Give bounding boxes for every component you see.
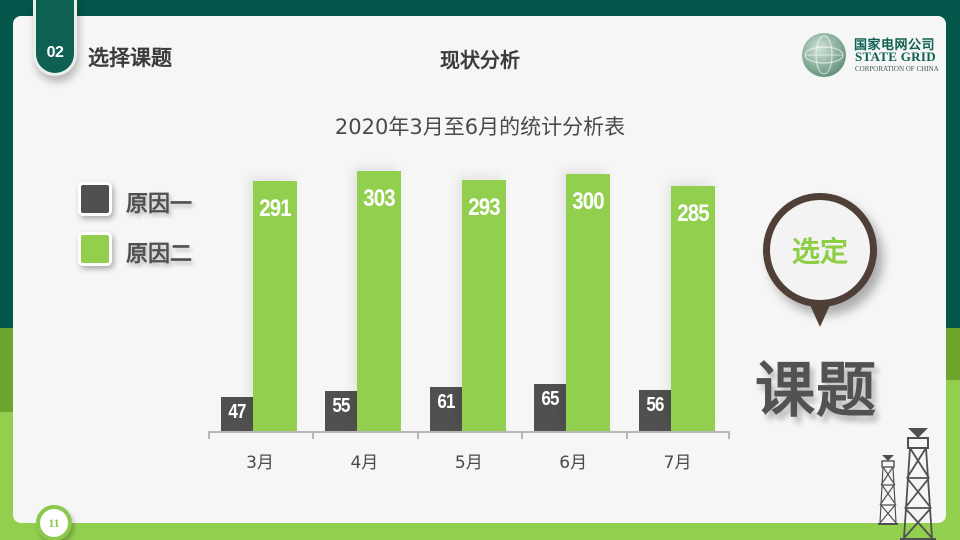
x-axis-tick xyxy=(312,431,315,439)
pin-text: 选定 xyxy=(791,235,848,268)
page-number: 11 xyxy=(48,516,60,530)
state-grid-logo: 国家电网公司 STATE GRID CORPORATION OF CHINA xyxy=(800,33,940,77)
legend-label: 原因一 xyxy=(126,192,193,217)
x-axis-tick xyxy=(208,431,210,439)
bar-value-label: 293 xyxy=(468,193,500,221)
pin-tail xyxy=(810,305,830,327)
bar-reason-1: 65 xyxy=(534,383,567,431)
x-axis-tick xyxy=(728,431,730,439)
bar-value-label: 291 xyxy=(259,195,291,223)
bar-value-label: 56 xyxy=(645,394,664,417)
section-number: 02 xyxy=(46,44,64,61)
bar-reason-2: 300 xyxy=(566,173,611,431)
x-axis-tick xyxy=(625,431,628,439)
bar-reason-2: 291 xyxy=(253,181,297,431)
bar-reason-2: 293 xyxy=(461,179,506,431)
power-tower-small-icon xyxy=(878,455,898,525)
x-axis-category-label: 7月 xyxy=(663,453,692,473)
legend-swatch-green xyxy=(78,232,112,266)
section-title: 选择课题 xyxy=(88,46,172,70)
logo-name-en: STATE GRID xyxy=(855,49,936,64)
bar-reason-1: 55 xyxy=(325,390,358,431)
bar-value-label: 300 xyxy=(572,187,604,215)
power-tower-large-icon xyxy=(900,428,936,540)
globe-icon xyxy=(802,33,846,77)
bar-value-label: 285 xyxy=(676,200,709,228)
legend-swatch-dark xyxy=(78,182,112,216)
x-axis-category-label: 3月 xyxy=(246,453,274,473)
bar-reason-1: 56 xyxy=(638,390,671,431)
bar-reason-2: 303 xyxy=(357,171,402,431)
x-axis-tick xyxy=(416,431,419,439)
x-axis-line xyxy=(208,431,730,433)
location-pin-badge: 选定 xyxy=(763,193,877,307)
logo-subtitle: CORPORATION OF CHINA xyxy=(855,65,939,73)
bar-reason-1: 47 xyxy=(221,396,253,431)
bar-chart-plot: 47 291 55 303 61 293 65 300 56 285 xyxy=(208,150,730,431)
section-tab: 02 xyxy=(33,0,77,76)
x-axis-category-label: 6月 xyxy=(559,453,588,473)
bar-value-label: 303 xyxy=(363,185,396,212)
bar-value-label: 55 xyxy=(332,394,351,417)
x-axis-category-label: 4月 xyxy=(350,453,379,473)
page-heading: 现状分析 xyxy=(440,48,520,72)
legend-label: 原因二 xyxy=(126,242,193,267)
chart-title: 2020年3月至6月的统计分析表 xyxy=(334,115,626,139)
bar-value-label: 65 xyxy=(541,387,560,410)
bar-reason-1: 61 xyxy=(429,386,462,431)
bar-value-label: 61 xyxy=(437,390,455,413)
bar-value-label: 47 xyxy=(228,400,246,423)
page-number-badge: 11 xyxy=(36,505,72,540)
x-axis-category-label: 5月 xyxy=(454,453,483,473)
x-axis-tick xyxy=(521,431,524,439)
logo-name-cn: 国家电网公司 xyxy=(854,38,936,53)
bar-reason-2: 285 xyxy=(670,186,715,431)
callout-big-text: 课题 xyxy=(755,356,877,426)
